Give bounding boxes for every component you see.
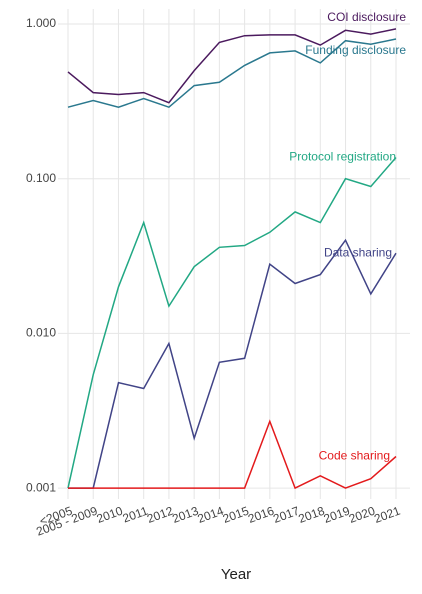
y-tick-label: 0.001: [26, 480, 56, 494]
y-tick-label: 0.010: [26, 326, 56, 340]
series-line: [67, 38, 397, 109]
x-tick-label: 2021: [372, 504, 402, 526]
series-line: [67, 157, 397, 489]
series-label: Code sharing: [319, 449, 390, 463]
y-tick-label: 0.100: [26, 171, 56, 185]
series-label: Funding disclosure: [305, 43, 406, 57]
series-line: [67, 28, 397, 104]
x-tick-label: 2010: [95, 504, 125, 526]
x-axis-label: Year: [221, 566, 251, 583]
series-label: Data sharing: [324, 245, 392, 259]
series-line: [68, 419, 397, 490]
series-label: Protocol registration: [289, 150, 396, 164]
series-label: COI disclosure: [327, 10, 406, 24]
y-tick-label: 1.000: [26, 16, 56, 30]
series-line: [68, 238, 397, 489]
